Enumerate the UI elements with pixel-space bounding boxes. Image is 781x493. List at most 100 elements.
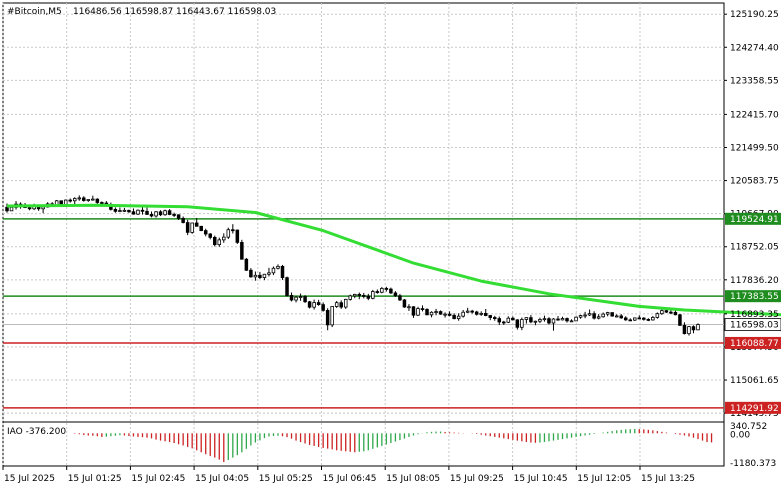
candle-body: [592, 313, 596, 319]
candle-body: [538, 319, 542, 322]
candle: [145, 207, 149, 215]
candle-body: [222, 236, 226, 241]
candle-body: [556, 318, 560, 321]
candle-body: [637, 317, 642, 320]
candle: [249, 268, 253, 278]
candle: [203, 228, 208, 237]
candle-body: [642, 317, 646, 320]
candle: [82, 196, 86, 202]
candle: [353, 293, 357, 299]
candle-body: [86, 199, 91, 201]
candle: [601, 312, 605, 318]
candle-body: [217, 239, 222, 246]
candle-body: [226, 229, 231, 238]
candle-body: [185, 222, 190, 233]
candle-body: [583, 314, 587, 317]
candle: [642, 317, 646, 321]
candle: [402, 299, 407, 308]
candle-body: [587, 313, 592, 316]
candle-body: [298, 296, 303, 298]
candle: [533, 320, 538, 326]
candle: [574, 316, 578, 322]
candle-body: [280, 265, 285, 279]
candle: [411, 306, 416, 318]
candle-body: [371, 291, 375, 299]
candle-body: [353, 293, 357, 297]
support-level-tag: [725, 212, 781, 225]
candle-body: [235, 229, 240, 243]
candle: [556, 316, 560, 321]
candle-body: [669, 311, 673, 314]
candle: [429, 311, 434, 318]
candle: [393, 291, 398, 297]
support-level-label: 117383.55: [730, 292, 779, 302]
candle-body: [623, 317, 628, 321]
candle: [660, 308, 664, 315]
candle: [420, 305, 425, 312]
candle-body: [5, 206, 9, 212]
candle: [502, 320, 506, 325]
candle: [605, 311, 610, 317]
candle: [438, 310, 443, 315]
candle-body: [149, 214, 154, 217]
candle-body: [334, 302, 339, 307]
candle-body: [212, 236, 217, 246]
candle: [154, 211, 158, 218]
candle: [253, 271, 258, 281]
candle-body: [443, 313, 447, 316]
candle-body: [452, 314, 456, 320]
candle: [678, 313, 682, 326]
candle: [493, 315, 497, 321]
candle: [542, 315, 547, 322]
candle-body: [9, 206, 14, 212]
indicator-label: IAO -376.200: [7, 427, 66, 437]
candle: [687, 325, 691, 336]
candle-body: [574, 316, 578, 322]
y-tick-label: 115061.65: [730, 376, 779, 386]
y-tick-label: 114145.75: [730, 409, 779, 419]
y-tick-label: 120583.75: [730, 177, 779, 187]
candle-body: [253, 274, 258, 278]
candle-body: [416, 308, 420, 316]
candle: [231, 224, 235, 234]
candle: [348, 294, 352, 301]
candle: [520, 317, 524, 331]
candle-body: [456, 315, 461, 320]
candle-body: [614, 315, 619, 318]
candle: [357, 292, 362, 300]
candle-body: [118, 210, 122, 212]
y-tick-label: 124274.40: [730, 43, 779, 53]
candle-body: [551, 318, 556, 324]
candle-body: [262, 273, 267, 279]
x-tick-label: 15 Jul 05:25: [259, 474, 313, 484]
candle: [127, 209, 131, 213]
y-tick-label: 116893.35: [730, 310, 779, 320]
candle: [176, 214, 181, 220]
candle: [578, 314, 583, 319]
candle-body: [542, 318, 547, 321]
candle-body: [596, 316, 601, 319]
candle-body: [619, 315, 623, 319]
candle: [497, 316, 502, 326]
candle: [339, 300, 343, 309]
candle: [569, 319, 574, 323]
candle-body: [429, 311, 434, 316]
candle-body: [511, 317, 515, 321]
current-price-label: 116598.03: [730, 321, 779, 331]
candle: [303, 295, 307, 303]
current-price-tag: [724, 318, 781, 331]
candle: [375, 289, 380, 294]
candle: [190, 222, 194, 234]
candle: [655, 312, 660, 319]
candle-body: [163, 210, 167, 216]
candle-body: [343, 298, 348, 308]
candle: [258, 271, 262, 279]
candle: [488, 314, 493, 321]
ao-scale-label: -1180.373: [730, 459, 776, 469]
candle: [140, 207, 145, 215]
candle-body: [321, 304, 325, 311]
candle-body: [398, 295, 402, 301]
candle-body: [646, 318, 651, 321]
candle-body: [578, 315, 583, 318]
